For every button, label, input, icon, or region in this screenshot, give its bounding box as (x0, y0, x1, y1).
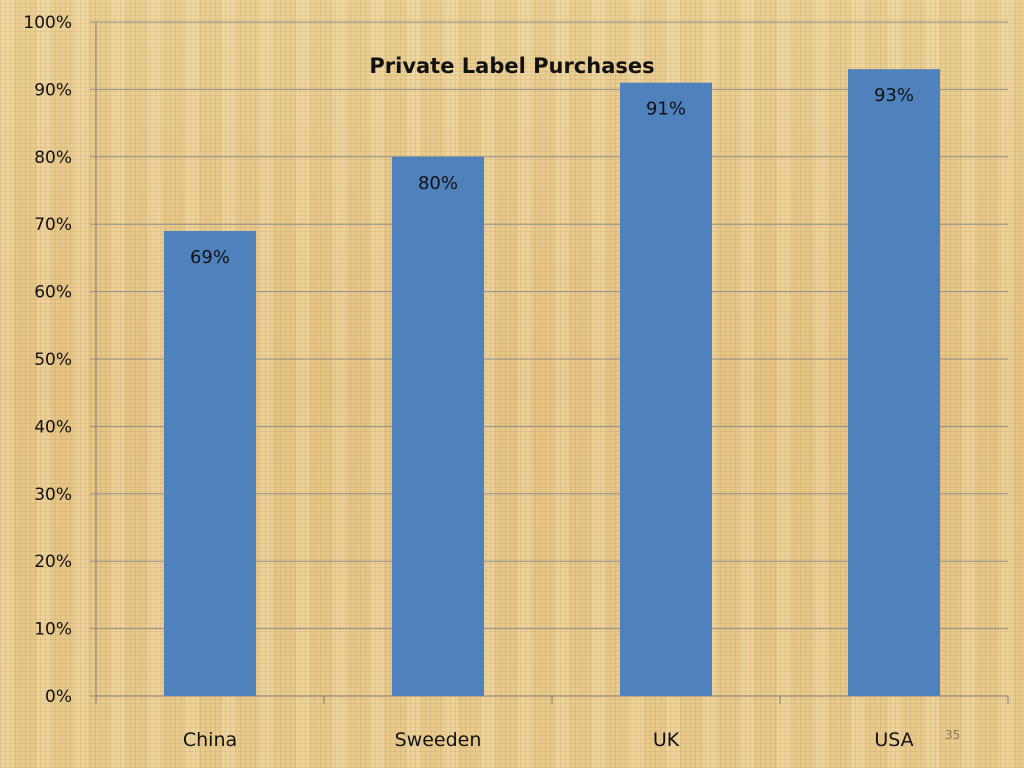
y-tick-label: 20% (34, 552, 72, 572)
x-tick-label: Sweeden (395, 729, 482, 751)
bar-sweeden (392, 156, 484, 697)
y-tick-label: 100% (23, 13, 72, 33)
y-tick-label: 0% (45, 687, 72, 707)
x-tick-label: UK (653, 729, 680, 751)
y-tick-label: 80% (34, 148, 72, 168)
x-tick-label: USA (874, 729, 913, 751)
bar-usa (848, 69, 940, 697)
data-labels: 69% 80% 91% 93% (190, 85, 914, 268)
y-tick-label: 10% (34, 620, 72, 640)
data-label: 80% (418, 173, 458, 194)
x-tick-label: China (183, 729, 237, 751)
y-tick-label: 50% (34, 350, 72, 370)
y-tick-label: 90% (34, 80, 72, 100)
y-tick-labels: 0% 10% 20% 30% 40% 50% 60% 70% 80% 90% 100% (23, 13, 72, 707)
slide-page-number: 35 (945, 728, 960, 742)
data-label: 91% (646, 99, 686, 120)
y-tick-label: 70% (34, 215, 72, 235)
chart-title: Private Label Purchases (369, 54, 654, 78)
y-tick-label: 30% (34, 485, 72, 505)
data-label: 69% (190, 247, 230, 268)
data-label: 93% (874, 85, 914, 106)
bar-uk (620, 82, 712, 696)
x-tick-labels: China Sweeden UK USA (183, 729, 914, 751)
bars (164, 69, 940, 697)
y-tick-label: 40% (34, 417, 72, 437)
bar-china (164, 230, 256, 696)
y-tick-label: 60% (34, 283, 72, 303)
